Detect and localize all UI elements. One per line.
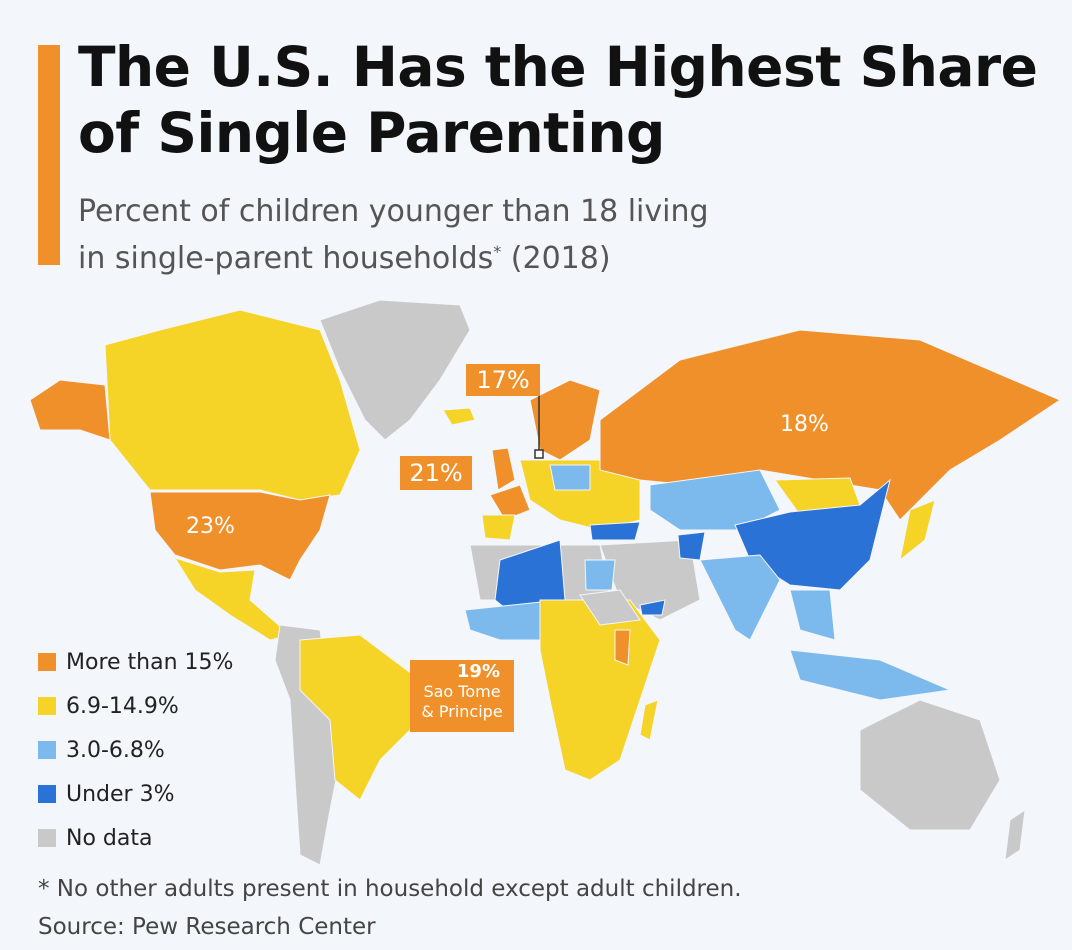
source: Source: Pew Research Center [38, 914, 376, 940]
subtitle-line-1: Percent of children younger than 18 livi… [78, 194, 709, 229]
legend-label: More than 15% [66, 649, 234, 675]
japan [899, 499, 936, 562]
usa [149, 491, 331, 581]
legend-swatch [38, 697, 56, 715]
russia [599, 329, 1062, 521]
legend-label: 6.9-14.9% [66, 693, 179, 719]
egypt [584, 559, 616, 591]
denmark-marker [534, 449, 544, 459]
legend-label: Under 3% [66, 781, 175, 807]
yemen [639, 599, 666, 616]
spain [481, 514, 516, 541]
india [699, 554, 781, 641]
turkey [589, 521, 641, 541]
legend-item-6-9-14-9: 6.9-14.9% [38, 684, 233, 728]
callout-usa: 23% [186, 514, 235, 539]
new-zealand [1004, 808, 1026, 862]
iceland [442, 407, 476, 426]
australia [859, 699, 1001, 831]
legend-label: 3.0-6.8% [66, 737, 165, 763]
subtitle-text: in single-parent households [78, 241, 494, 276]
europe-east-blue [549, 464, 591, 491]
page-title: The U.S. Has the Highest Share of Single… [78, 34, 1038, 166]
callout-sao-tome: 19% Sao Tome & Principe [410, 660, 514, 732]
sao-tome-value: 19% [456, 661, 500, 682]
se-asia [789, 589, 836, 641]
asterisk: * [493, 242, 502, 261]
alaska [29, 379, 111, 441]
callout-denmark: 17% [466, 364, 540, 396]
title-line-1: The U.S. Has the Highest Share [78, 35, 1038, 99]
legend-swatch [38, 785, 56, 803]
madagascar [639, 699, 659, 741]
accent-bar [38, 45, 60, 265]
afghanistan [677, 531, 706, 561]
legend-swatch [38, 829, 56, 847]
greenland [319, 299, 471, 441]
title-line-2: of Single Parenting [78, 101, 665, 165]
legend-item-under-3: Under 3% [38, 772, 233, 816]
scandinavia [529, 379, 601, 461]
brazil [299, 634, 421, 801]
legend-item-more-than-15: More than 15% [38, 640, 233, 684]
legend-label: No data [66, 825, 153, 851]
legend: More than 15% 6.9-14.9% 3.0-6.8% Under 3… [38, 640, 233, 860]
kenya [614, 629, 631, 666]
footnote: * No other adults present in household e… [38, 876, 742, 902]
callout-france-uk: 21% [400, 456, 472, 490]
sao-tome-name-1: Sao Tome [423, 682, 501, 701]
subtitle-line-2: in single-parent households* (2018) [78, 232, 709, 279]
subtitle: Percent of children younger than 18 livi… [78, 192, 709, 279]
subtitle-year: (2018) [501, 241, 611, 276]
france [489, 484, 531, 521]
callout-russia: 18% [780, 412, 829, 437]
canada [104, 309, 361, 501]
sao-tome-name-2: & Principe [421, 702, 503, 721]
central-africa [539, 599, 661, 781]
east-africa-nodata [579, 589, 641, 626]
indonesia [789, 649, 952, 701]
uk [491, 447, 516, 491]
legend-swatch [38, 653, 56, 671]
legend-swatch [38, 741, 56, 759]
legend-item-no-data: No data [38, 816, 233, 860]
legend-item-3-0-6-8: 3.0-6.8% [38, 728, 233, 772]
